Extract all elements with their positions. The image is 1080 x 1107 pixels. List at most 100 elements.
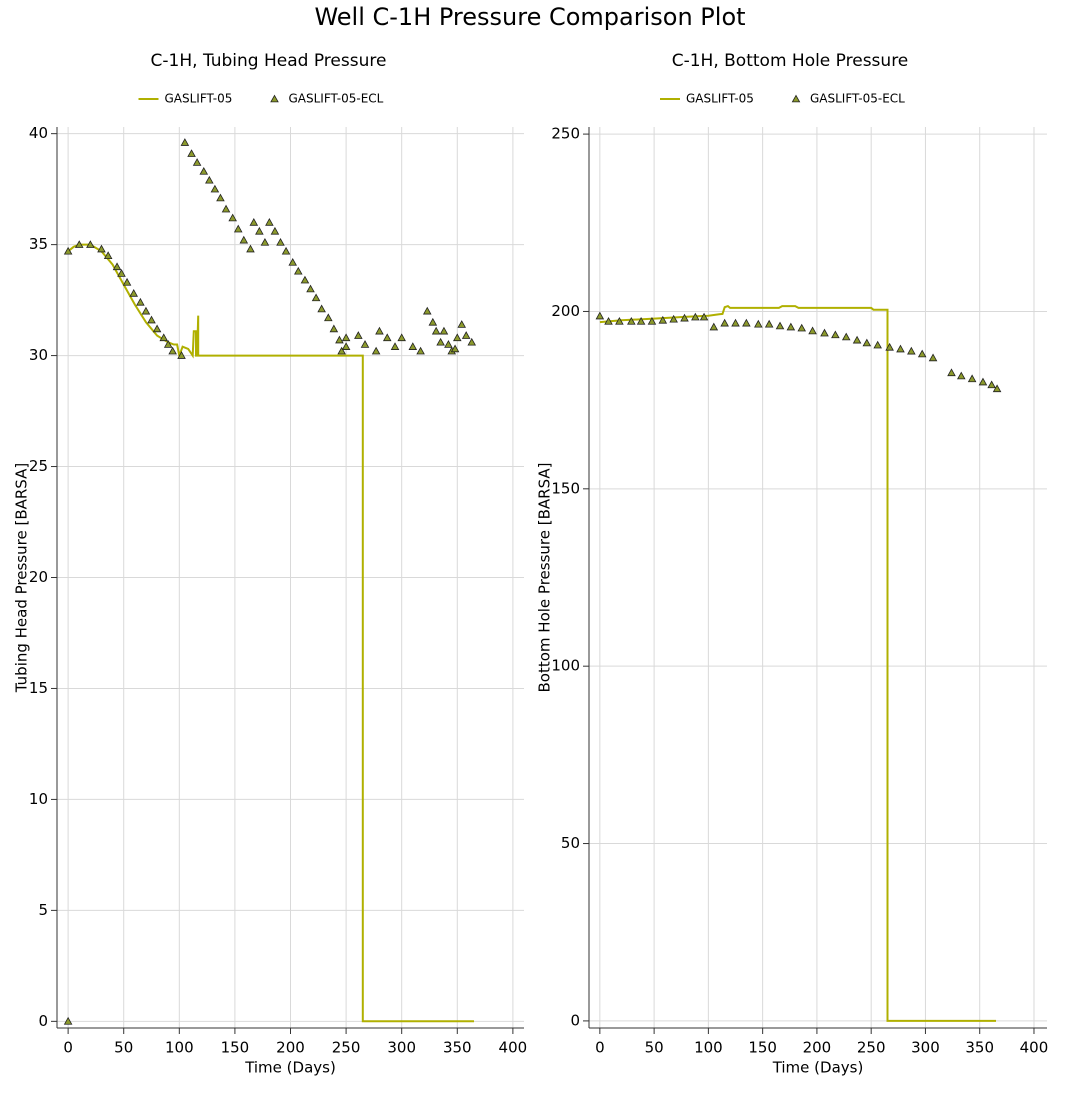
data-marker [896, 344, 905, 353]
chart-title: C-1H, Bottom Hole Pressure [672, 51, 909, 71]
data-marker [270, 226, 280, 235]
data-marker [658, 315, 668, 324]
data-marker [431, 326, 441, 335]
data-marker [978, 377, 988, 386]
data-marker [337, 346, 346, 355]
data-marker [136, 297, 145, 306]
data-marker [987, 380, 996, 389]
data-marker [604, 316, 613, 325]
data-marker [228, 213, 237, 222]
data-marker [742, 318, 751, 327]
data-marker [808, 326, 817, 335]
data-marker [152, 324, 162, 333]
x-tick-label: 50 [645, 1039, 664, 1057]
x-tick-label: 150 [748, 1039, 777, 1057]
data-marker [221, 204, 231, 213]
data-marker [947, 368, 956, 377]
data-marker [397, 333, 406, 342]
data-marker [873, 340, 882, 349]
data-marker [764, 319, 774, 328]
data-marker [294, 266, 303, 275]
x-axis-label: Time (Days) [772, 1059, 864, 1077]
data-marker [450, 344, 460, 353]
data-marker [210, 184, 220, 193]
y-tick-label: 30 [29, 346, 48, 364]
legend-swatch [270, 94, 279, 103]
y-tick-label: 40 [29, 124, 48, 142]
x-tick-label: 350 [443, 1039, 472, 1057]
data-marker [647, 316, 657, 325]
data-marker [907, 346, 916, 355]
data-marker [86, 240, 95, 248]
data-marker [324, 313, 333, 322]
data-marker [615, 316, 624, 325]
data-marker [354, 331, 363, 339]
data-marker [180, 138, 190, 146]
x-tick-label: 300 [387, 1039, 416, 1057]
data-marker [187, 149, 196, 157]
data-marker [797, 323, 807, 332]
data-marker [311, 293, 321, 302]
data-marker [390, 342, 400, 350]
data-line [67, 243, 474, 1023]
x-tick-label: 100 [165, 1039, 194, 1057]
data-marker [691, 312, 700, 321]
x-tick-label: 0 [63, 1039, 73, 1057]
data-marker [239, 235, 249, 244]
data-marker [709, 322, 719, 331]
data-marker [786, 322, 796, 331]
x-tick-label: 400 [1020, 1039, 1049, 1057]
data-marker [669, 314, 678, 323]
data-marker [341, 333, 351, 342]
x-tick-label: 200 [276, 1039, 305, 1057]
y-tick-label: 0 [570, 1011, 580, 1029]
data-marker [595, 311, 605, 320]
data-marker [754, 319, 763, 328]
data-marker [265, 218, 274, 226]
data-marker [288, 257, 298, 266]
data-marker [63, 246, 73, 255]
data-marker [461, 331, 471, 339]
data-marker [967, 374, 977, 383]
data-marker [699, 312, 709, 321]
x-tick-label: 150 [221, 1039, 250, 1057]
x-tick-label: 250 [332, 1039, 361, 1057]
x-tick-label: 50 [114, 1039, 133, 1057]
y-tick-label: 10 [29, 790, 48, 808]
data-marker [422, 306, 432, 315]
data-marker [457, 320, 467, 328]
data-marker [360, 340, 370, 348]
data-marker [260, 237, 270, 246]
page-title: Well C-1H Pressure Comparison Plot [314, 3, 745, 31]
data-marker [444, 340, 453, 348]
data-marker [199, 166, 209, 175]
chart-title: C-1H, Tubing Head Pressure [151, 51, 387, 71]
data-marker [122, 277, 132, 286]
data-marker [371, 346, 381, 355]
data-marker [168, 346, 177, 355]
data-marker [205, 175, 214, 184]
data-marker [255, 226, 264, 235]
data-marker [820, 328, 829, 337]
data-marker [467, 337, 477, 346]
data-marker [841, 332, 851, 341]
data-marker [862, 338, 872, 347]
y-tick-label: 25 [29, 457, 48, 475]
data-marker [341, 342, 351, 350]
data-marker [852, 335, 862, 344]
x-tick-label: 200 [803, 1039, 832, 1057]
y-tick-label: 200 [551, 302, 580, 320]
data-marker [917, 349, 927, 358]
data-marker [956, 371, 966, 380]
y-tick-label: 150 [551, 479, 580, 497]
data-marker [249, 218, 259, 226]
x-tick-label: 0 [595, 1039, 605, 1057]
x-tick-label: 100 [694, 1039, 723, 1057]
data-marker [177, 351, 186, 359]
data-marker [233, 224, 243, 233]
data-marker [281, 246, 291, 255]
y-tick-label: 35 [29, 235, 48, 253]
data-marker [775, 321, 785, 330]
data-marker [117, 269, 126, 277]
